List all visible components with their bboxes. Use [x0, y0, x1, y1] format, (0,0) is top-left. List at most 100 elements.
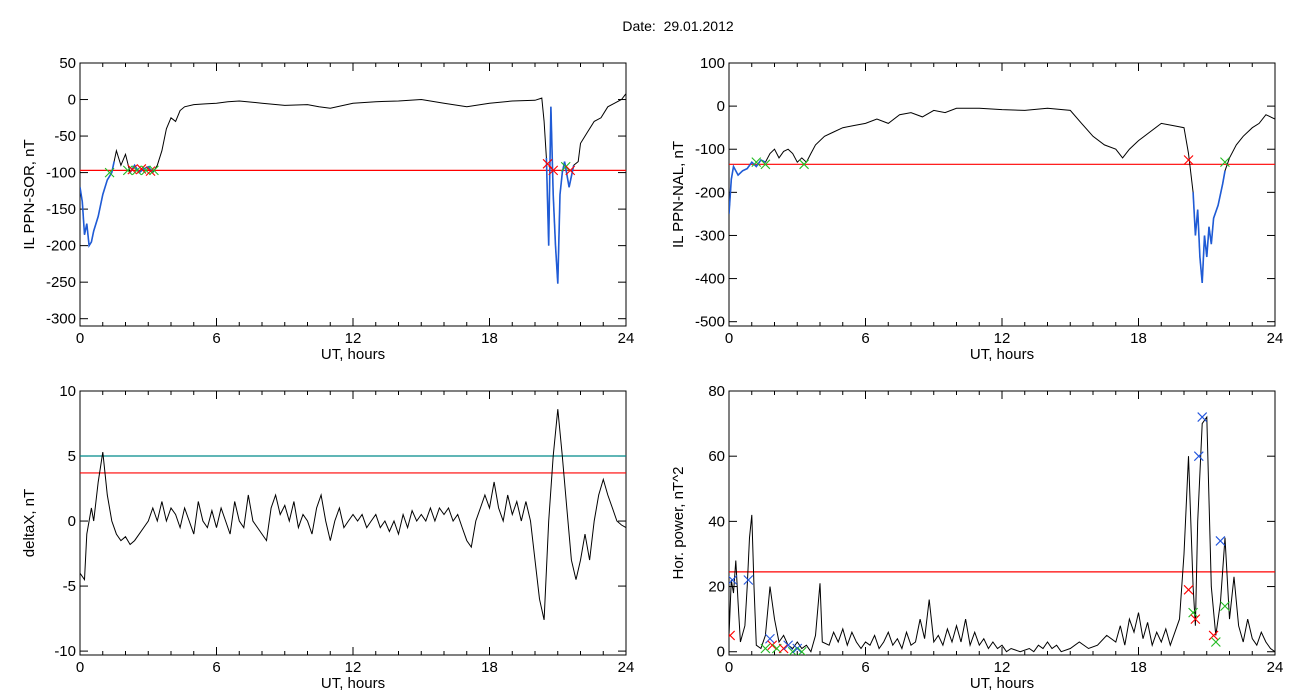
chart-panel-power: 0 6 12 18 24 80 60 40 20 0 UT, hours Hor. power, nT… [670, 383, 1283, 692]
cross-marker [729, 575, 738, 585]
chart-panel-sor: 0 6 12 18 24 50 0 -50 -100 -150 -200 -250 -300 UT, ho… [21, 55, 634, 363]
cross-marker [767, 640, 778, 651]
x-tick-label: 18 [1130, 330, 1147, 347]
y-tick-label: -200 [46, 238, 76, 255]
cross-marker [1188, 607, 1198, 618]
plot-area [80, 93, 626, 284]
page-title: Date: 29.01.2012 [622, 18, 734, 34]
trace-line [729, 415, 1275, 653]
y-tick-label: -500 [695, 314, 725, 331]
y-axis-label: Hor. power, nT^2 [670, 467, 687, 580]
selected-interval-line [80, 161, 115, 248]
y-tick-label: 0 [717, 644, 725, 661]
y-tick-label: 0 [68, 513, 76, 530]
cross-marker [765, 633, 775, 644]
plot-frame [79, 62, 627, 327]
cross-marker [787, 646, 798, 655]
y-tick-label: 60 [708, 448, 725, 465]
cross-marker [771, 643, 782, 654]
cross-marker [760, 159, 771, 170]
cross-marker [796, 646, 807, 655]
cross-marker [751, 157, 762, 168]
x-tick-label: 0 [76, 659, 84, 676]
plot-area [729, 412, 1275, 655]
y-tick-label: 100 [700, 55, 725, 72]
x-tick-label: 18 [1130, 659, 1147, 676]
y-tick-label: -10 [54, 643, 76, 660]
cross-marker [1183, 584, 1194, 595]
cross-marker [743, 575, 754, 585]
cross-marker [783, 640, 794, 651]
x-tick-label: 12 [994, 659, 1011, 676]
cross-marker [1193, 451, 1204, 462]
cross-marker [1197, 412, 1208, 422]
x-tick-label: 6 [861, 330, 869, 347]
y-tick-label: -5 [63, 578, 76, 595]
cross-marker [729, 630, 736, 641]
y-tick-label: -150 [46, 201, 76, 218]
cross-marker [548, 165, 559, 176]
x-tick-label: 6 [861, 659, 869, 676]
x-tick-label: 6 [212, 659, 220, 676]
cross-marker [760, 643, 771, 654]
y-axis-label: IL PPN-SOR, nT [21, 139, 38, 249]
cross-marker [542, 158, 553, 169]
cross-marker [560, 161, 571, 172]
y-axis-label: IL PPN-NAL, nT [670, 141, 687, 248]
x-tick-label: 12 [345, 330, 362, 347]
x-tick-label: 24 [618, 659, 635, 676]
cross-marker [565, 165, 576, 176]
y-tick-label: 0 [68, 92, 76, 109]
cross-marker [1220, 157, 1230, 168]
y-tick-label: -50 [54, 128, 76, 145]
x-axis-label: UT, hours [321, 346, 385, 363]
y-tick-label: 20 [708, 579, 725, 596]
x-tick-label: 24 [1267, 330, 1284, 347]
x-axis-label: UT, hours [321, 675, 385, 692]
plot-frame [728, 390, 1276, 656]
y-tick-label: -250 [46, 274, 76, 291]
x-tick-label: 0 [725, 330, 733, 347]
plot-area [80, 409, 626, 621]
x-tick-label: 24 [618, 330, 635, 347]
x-tick-label: 18 [481, 330, 498, 347]
y-tick-label: -300 [695, 227, 725, 244]
x-axis-label: UT, hours [970, 675, 1034, 692]
cross-marker [1208, 630, 1219, 641]
trace-line [80, 409, 626, 621]
cross-marker [792, 643, 803, 654]
chart-panel-nal: 0 6 12 18 24 100 0 -100 -200 -300 -400 -500 UT, hour… [670, 55, 1283, 363]
y-axis-label: deltaX, nT [21, 489, 38, 557]
chart-panel-deltax: 0 6 12 18 24 10 5 0 -5 -10 UT, hours deltaX, nT [21, 383, 634, 692]
y-tick-label: -300 [46, 311, 76, 328]
cross-marker [149, 165, 159, 176]
y-tick-label: -100 [695, 141, 725, 158]
selected-interval-line [729, 158, 766, 214]
y-tick-label: 5 [68, 448, 76, 465]
x-axis-label: UT, hours [970, 346, 1034, 363]
y-tick-label: 0 [717, 98, 725, 115]
y-tick-label: -400 [695, 271, 725, 288]
cross-marker [1190, 614, 1201, 625]
cross-marker [799, 159, 809, 170]
cross-marker [1210, 637, 1221, 647]
y-tick-label: 10 [59, 383, 76, 400]
y-tick-label: 50 [59, 55, 76, 72]
y-tick-label: -100 [46, 165, 76, 182]
y-tick-label: -200 [695, 184, 725, 201]
x-tick-label: 18 [481, 659, 498, 676]
y-tick-label: 80 [708, 383, 725, 400]
x-tick-label: 6 [212, 330, 220, 347]
selected-interval-line [545, 106, 575, 284]
trace-line [80, 93, 626, 284]
cross-marker [1183, 155, 1194, 165]
cross-marker [1215, 536, 1226, 546]
x-tick-label: 12 [345, 659, 362, 676]
cross-marker [1220, 601, 1230, 611]
x-tick-label: 0 [725, 659, 733, 676]
selected-interval-line [1192, 170, 1226, 283]
x-tick-label: 12 [994, 330, 1011, 347]
cross-marker [778, 643, 789, 654]
cross-marker [104, 167, 115, 178]
